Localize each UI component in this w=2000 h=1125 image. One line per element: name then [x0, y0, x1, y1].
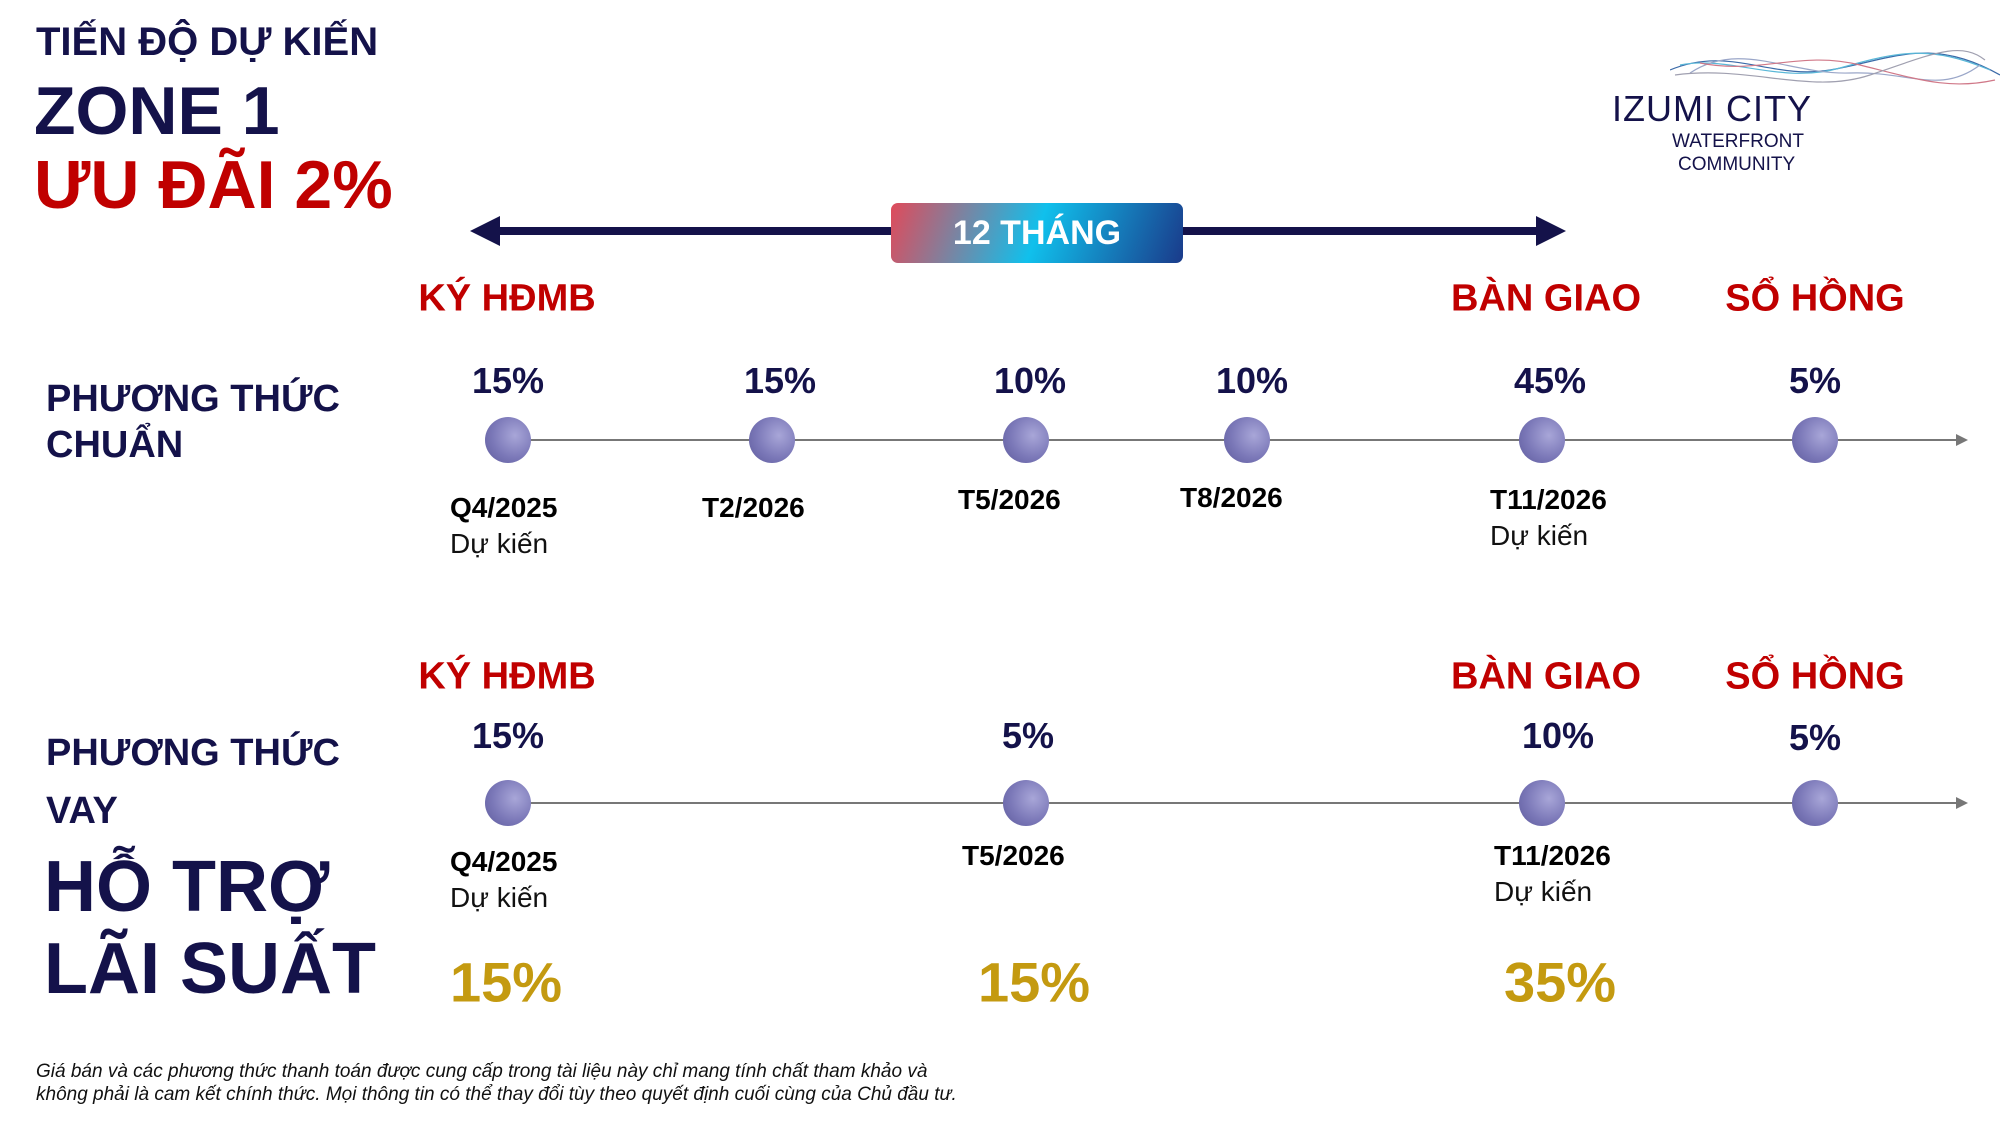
- milestone-sign: KÝ HĐMB: [418, 277, 596, 320]
- loan-label: PHƯƠNG THỨC VAY: [46, 730, 340, 834]
- timeline-dot: [1519, 780, 1565, 826]
- interest-support-pct: 15%: [449, 950, 563, 1014]
- loan-label-2: VAY: [46, 790, 118, 832]
- loan-pct: 5%: [1001, 715, 1055, 756]
- timeline-arrow-icon: [1956, 434, 1968, 446]
- loan-date: T5/2026: [962, 840, 1065, 871]
- disclaimer-line-1: Giá bán và các phương thức thanh toán đư…: [36, 1061, 928, 1082]
- disclaimer-line-2: không phải là cam kết chính thức. Mọi th…: [36, 1084, 957, 1105]
- interest-support-2: LÃI SUẤT: [44, 929, 376, 1009]
- logo-name: IZUMI CITY: [1612, 88, 1812, 129]
- timeline-loan: [508, 802, 1958, 804]
- standard-pct: 15%: [743, 360, 817, 401]
- duration-badge: 12 THÁNG: [891, 203, 1183, 263]
- standard-pct: 10%: [1215, 360, 1289, 401]
- milestone-handover: BÀN GIAO: [1451, 655, 1641, 698]
- standard-label: PHƯƠNG THỨC CHUẨN: [46, 376, 340, 468]
- loan-label-1: PHƯƠNG THỨC: [46, 732, 340, 774]
- standard-pct: 45%: [1513, 360, 1587, 401]
- timeline-dot: [485, 417, 531, 463]
- milestone-handover: BÀN GIAO: [1451, 277, 1641, 320]
- title-schedule: TIẾN ĐỘ DỰ KIẾN: [36, 20, 379, 64]
- timeline-dot: [1003, 780, 1049, 826]
- loan-pct: 5%: [1788, 717, 1842, 758]
- interest-support-label: HỖ TRỢ LÃI SUẤT: [44, 846, 376, 1010]
- timeline-dot: [749, 417, 795, 463]
- loan-pct: 10%: [1521, 715, 1595, 756]
- standard-pct: 5%: [1788, 360, 1842, 401]
- logo-tagline-1: WATERFRONT: [1672, 131, 1804, 152]
- timeline-dot: [1003, 417, 1049, 463]
- standard-pct: 15%: [471, 360, 545, 401]
- standard-date: T8/2026: [1180, 482, 1283, 513]
- logo-tagline-2: COMMUNITY: [1678, 154, 1796, 175]
- loan-note: Dự kiến: [450, 882, 549, 913]
- loan-pct: 15%: [471, 715, 545, 756]
- arrow-right-icon: [1536, 216, 1566, 246]
- loan-date: T11/2026: [1494, 840, 1611, 871]
- milestone-sign: KÝ HĐMB: [418, 655, 596, 698]
- milestone-pink-book: SỔ HỒNG: [1725, 655, 1905, 698]
- standard-note: Dự kiến: [1490, 520, 1589, 551]
- standard-pct: 10%: [993, 360, 1067, 401]
- timeline-dot: [1224, 417, 1270, 463]
- arrow-left-icon: [470, 216, 500, 246]
- timeline-dot: [1792, 780, 1838, 826]
- milestone-pink-book: SỔ HỒNG: [1725, 277, 1905, 320]
- loan-date: Q4/2025: [450, 846, 558, 877]
- standard-date: T5/2026: [958, 484, 1061, 515]
- timeline-dot: [485, 780, 531, 826]
- standard-date: Q4/2025: [450, 492, 558, 523]
- disclaimer: Giá bán và các phương thức thanh toán đư…: [36, 1060, 957, 1106]
- wave-logo-icon: [1670, 49, 2000, 85]
- standard-date: T11/2026: [1490, 484, 1607, 515]
- loan-note: Dự kiến: [1494, 876, 1593, 907]
- standard-label-1: PHƯƠNG THỨC: [46, 378, 340, 420]
- standard-label-2: CHUẨN: [46, 424, 184, 466]
- standard-date: T2/2026: [702, 492, 805, 523]
- title-discount: ƯU ĐÃI 2%: [34, 147, 393, 223]
- interest-support-1: HỖ TRỢ: [44, 847, 330, 927]
- title-zone: ZONE 1: [34, 73, 280, 149]
- standard-note: Dự kiến: [450, 528, 549, 559]
- interest-support-pct: 35%: [1503, 950, 1617, 1014]
- timeline-dot: [1519, 417, 1565, 463]
- timeline-arrow-icon: [1956, 797, 1968, 809]
- interest-support-pct: 15%: [977, 950, 1091, 1014]
- timeline-dot: [1792, 417, 1838, 463]
